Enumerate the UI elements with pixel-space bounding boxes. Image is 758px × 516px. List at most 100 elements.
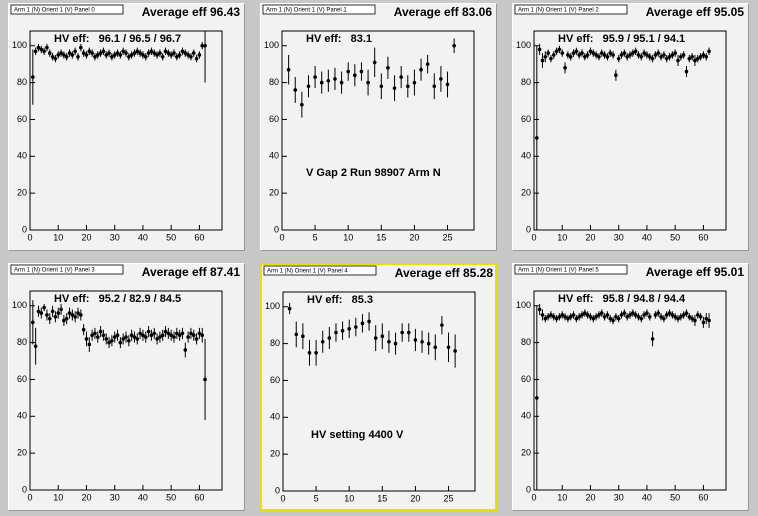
data-point xyxy=(152,331,157,336)
data-point xyxy=(580,313,584,317)
x-tick-label: 30 xyxy=(614,232,624,242)
data-point xyxy=(684,311,689,315)
data-point xyxy=(605,54,610,59)
data-point xyxy=(704,54,709,59)
data-point xyxy=(670,53,675,57)
x-tick-label: 0 xyxy=(531,492,536,502)
data-point xyxy=(557,314,562,319)
annotation: V Gap 2 Run 98907 Arm N xyxy=(306,167,441,179)
data-point xyxy=(191,333,196,338)
data-point xyxy=(163,329,168,334)
data-point xyxy=(594,53,598,57)
data-point xyxy=(326,78,331,83)
data-point xyxy=(42,305,46,310)
x-tick-label: 50 xyxy=(166,492,176,502)
data-point xyxy=(175,54,179,59)
data-point xyxy=(591,51,596,55)
data-point xyxy=(446,345,451,350)
data-point xyxy=(543,316,548,321)
pad[interactable]: Arm 1 (N) Orient 1 (V) Panel 3 Average ef… xyxy=(8,263,245,511)
y-tick-label: 0 xyxy=(526,224,531,234)
x-tick-label: 10 xyxy=(343,232,353,242)
data-point xyxy=(549,313,553,317)
data-point xyxy=(701,53,706,57)
data-point xyxy=(439,77,443,81)
data-point xyxy=(679,54,683,59)
data-point xyxy=(62,318,66,323)
hv-eff: HV eff: 95.8 / 94.8 / 94.4 xyxy=(558,293,686,305)
data-point xyxy=(155,337,159,341)
pad[interactable]: Arm 1 (N) Orient 1 (V) Panel 1 Average ef… xyxy=(260,3,497,251)
data-point xyxy=(118,340,123,345)
title-box xyxy=(10,264,124,275)
x-tick-label: 10 xyxy=(344,493,354,503)
y-tick-label: 100 xyxy=(264,40,279,50)
data-point xyxy=(87,49,92,54)
data-point xyxy=(31,320,35,325)
y-tick-label: 20 xyxy=(17,188,27,198)
data-point xyxy=(45,45,49,50)
y-tick-label: 60 xyxy=(17,114,27,124)
x-tick-label: 60 xyxy=(194,232,204,242)
data-point xyxy=(286,67,291,72)
x-tick-label: 40 xyxy=(642,492,652,502)
data-point xyxy=(183,348,188,352)
data-point xyxy=(200,43,205,48)
data-point xyxy=(667,54,672,59)
data-point xyxy=(693,318,697,323)
pad-chart: Arm 1 (N) Orient 1 (V) Panel 4 Average ef… xyxy=(263,265,493,503)
data-point xyxy=(189,331,193,336)
subtitle: Average eff 87.41 xyxy=(142,265,241,279)
data-point xyxy=(33,344,38,349)
data-point xyxy=(287,306,292,311)
data-point xyxy=(306,84,311,89)
data-point xyxy=(53,314,58,319)
x-tick-label: 25 xyxy=(444,493,454,503)
pad[interactable]: Arm 1 (N) Orient 1 (V) Panel 0 Average ef… xyxy=(8,3,245,251)
data-point xyxy=(301,334,305,339)
data-point xyxy=(129,333,134,338)
pad[interactable]: Arm 1 (N) Orient 1 (V) Panel 4 Average ef… xyxy=(260,263,497,511)
data-point xyxy=(64,316,69,321)
data-point xyxy=(642,313,646,317)
data-point xyxy=(387,339,391,344)
data-point xyxy=(372,60,377,65)
data-point xyxy=(194,56,199,61)
data-point xyxy=(112,335,117,339)
data-point xyxy=(141,333,145,338)
pad[interactable]: Arm 1 (N) Orient 1 (V) Panel 2 Average ef… xyxy=(512,3,749,251)
data-point xyxy=(693,58,697,63)
data-point xyxy=(577,314,581,319)
data-point xyxy=(583,54,587,59)
data-point xyxy=(189,54,193,59)
data-point xyxy=(405,84,410,89)
data-point xyxy=(698,54,703,59)
data-point xyxy=(340,328,345,333)
data-point xyxy=(95,335,100,339)
y-tick-label: 100 xyxy=(12,40,27,50)
title-box xyxy=(514,264,628,275)
data-point xyxy=(453,349,457,353)
data-point xyxy=(81,51,86,55)
data-point xyxy=(300,102,304,107)
data-point xyxy=(160,54,165,59)
annotation: HV setting 4400 V xyxy=(311,429,404,441)
data-point xyxy=(574,316,579,321)
data-point xyxy=(585,53,590,57)
data-point xyxy=(334,330,338,335)
data-point xyxy=(622,51,627,55)
data-point xyxy=(203,43,207,48)
data-point xyxy=(647,314,652,319)
pad[interactable]: Arm 1 (N) Orient 1 (V) Panel 5 Average ef… xyxy=(512,263,749,511)
data-point xyxy=(346,69,351,74)
hv-eff: HV eff: 85.3 xyxy=(307,294,373,306)
title-box xyxy=(263,265,377,276)
data-point xyxy=(673,51,677,55)
data-point xyxy=(695,56,700,61)
data-point xyxy=(64,54,69,59)
x-tick-label: 15 xyxy=(377,493,387,503)
data-point xyxy=(704,316,709,321)
data-point xyxy=(79,45,83,50)
data-point xyxy=(676,58,680,63)
title: Arm 1 (N) Orient 1 (V) Panel 2 xyxy=(518,7,599,13)
